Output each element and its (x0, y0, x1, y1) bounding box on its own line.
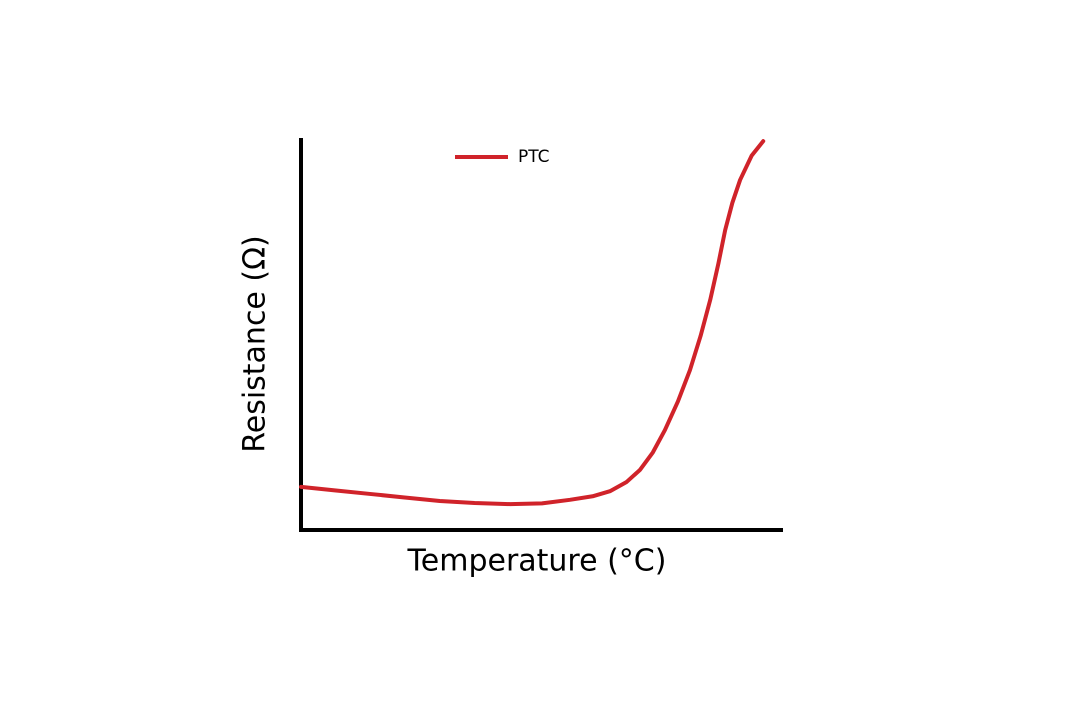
y-axis-label: Resistance (Ω) (238, 235, 273, 453)
line (299, 139, 766, 507)
x-axis-label: Temperature (°C) (407, 544, 667, 579)
legend-label: PTC (518, 147, 550, 167)
